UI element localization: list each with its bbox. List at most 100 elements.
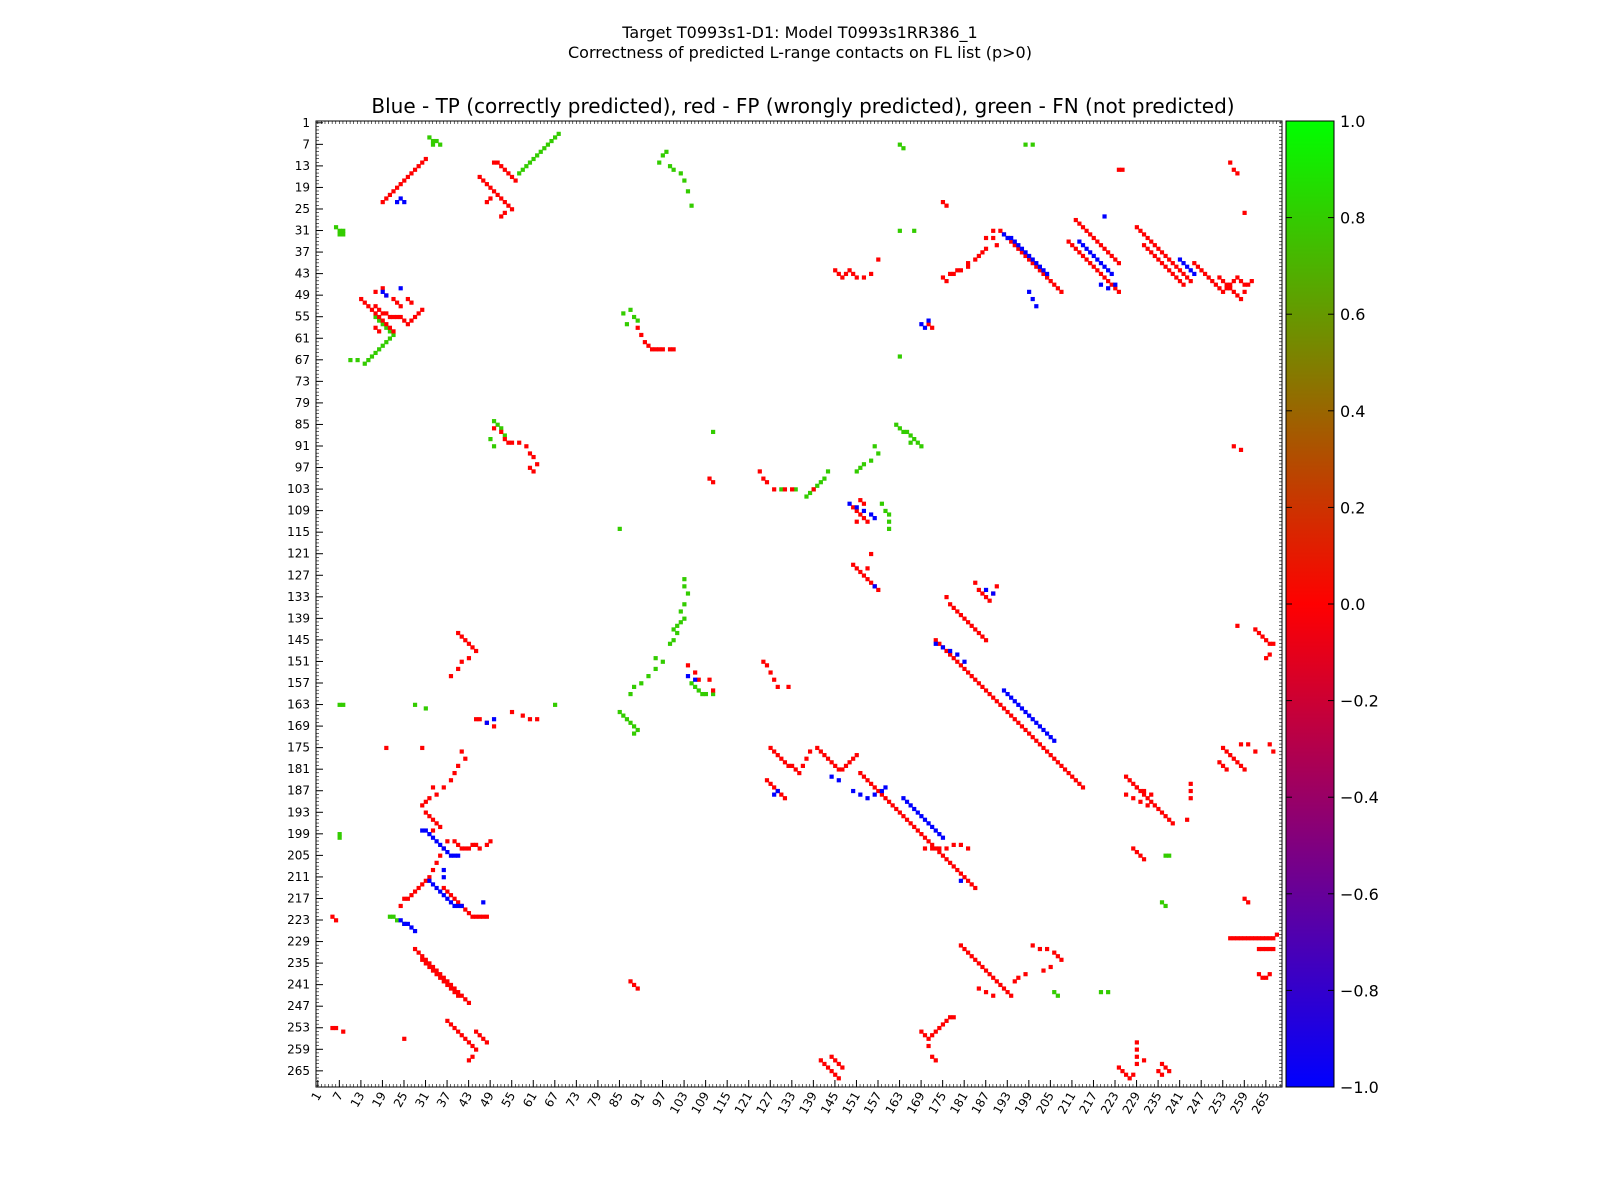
contact-cell-fn [879,501,884,506]
x-tick-label: 31 [412,1090,432,1110]
contact-cell-fp [922,1033,928,1038]
contact-cell-tp [1037,264,1042,269]
contact-cell-tp [420,828,425,833]
contact-group-fp-22 [373,304,425,327]
colorbar-tick-label: −1.0 [1340,1078,1379,1097]
contact-cell-fp [491,426,497,431]
contact-cell-tp [1181,261,1186,266]
contact-cell-fn [793,487,798,492]
contact-cell-fp [405,174,410,180]
contact-cell-fp [477,1033,482,1038]
contact-cell-fp [1264,936,1269,941]
contact-group-fp-62 [1131,781,1193,862]
contact-cell-fp [1134,849,1139,855]
contact-cell-fp [448,778,454,783]
x-tick-label: 157 [861,1090,885,1117]
contact-cell-fp [1070,243,1075,248]
contact-cell-fp [1246,936,1251,941]
contact-cell-fp [430,964,436,970]
x-tick-label: 1 [308,1090,324,1104]
contact-cell-fn [434,138,439,144]
contact-cell-fp [944,1018,949,1023]
contact-cell-fn [632,731,637,736]
contact-group-fp-35 [452,839,493,851]
contact-cell-tp [1012,699,1017,704]
colorbar-tick-label: −0.8 [1340,981,1379,1000]
contact-cell-fp [1145,803,1150,808]
contact-cell-fp [1253,936,1258,941]
contact-cell-fp [398,314,403,320]
contact-cell-fp [1030,943,1035,948]
contact-cell-fp [1235,171,1240,176]
contact-cell-fp [502,210,507,215]
contact-cell-fp [1048,279,1053,284]
contact-cell-fp [535,717,540,722]
contact-cell-fp [1134,1040,1139,1045]
contact-cell-tp [685,674,691,679]
contact-group-fp-67 [1256,946,1276,980]
contact-cell-fp [1044,749,1050,754]
contact-cell-fp [1073,217,1078,223]
contact-cell-fp [384,322,389,327]
contact-cell-fp [1023,253,1028,259]
contact-cell-fp [391,329,396,334]
contact-cell-fp [1174,275,1179,280]
contact-cell-tp [955,652,960,657]
contact-cell-fp [969,674,974,679]
y-tick-label: 79 [295,396,310,410]
contact-cell-fp [980,591,985,596]
contact-cell-fp [904,817,910,822]
figure-title-line-1: Target T0993s1-D1: Model T0993s1RR386_1 [622,23,978,42]
contact-cell-fp [930,1033,935,1038]
contact-cell-fp [983,990,989,995]
contact-cell-fp [998,702,1003,707]
contact-cell-fn [682,602,687,607]
contact-cell-fp [427,961,432,966]
contact-group-fp-48 [815,745,859,772]
contact-cell-fp [782,487,788,492]
x-tick-label: 91 [628,1090,648,1110]
contact-cell-fp [459,749,464,754]
contact-cell-fp [1113,257,1118,262]
contact-cell-tp [919,814,924,819]
contact-group-fn-14 [337,142,1035,840]
contact-cell-fp [1102,246,1107,251]
contact-cell-fp [987,972,992,977]
contact-cell-fp [991,993,996,998]
contact-cell-fp [693,670,698,675]
x-tick-label: 25 [391,1090,411,1110]
contact-cell-fp [1145,235,1150,241]
colorbar-tick-label: −0.2 [1340,692,1379,711]
x-tick-label: 205 [1033,1090,1057,1117]
contact-cell-tp [438,842,443,847]
contact-cell-tp [430,882,436,887]
contact-cell-fp [965,950,971,955]
contact-cell-fp [1116,261,1121,266]
contact-cell-fp [1220,745,1226,751]
contact-cell-fp [330,914,335,919]
contact-cell-tp [398,918,403,923]
contact-cell-fp [466,641,472,646]
y-tick-label: 181 [287,762,310,776]
y-tick-label: 205 [287,848,310,862]
contact-cell-fn [617,709,622,715]
contact-cell-fp [1260,634,1265,639]
contact-cell-fp [1041,271,1046,277]
contact-cell-fp [1141,857,1147,862]
contact-cell-fp [434,792,439,797]
axes-title: Blue - TP (correctly predicted), red - F… [371,94,1235,118]
contact-group-fn-6 [628,656,665,697]
contact-group-fp-65 [1253,627,1276,661]
contact-cell-fp [1106,250,1111,255]
contact-cell-fp [793,767,798,772]
contact-cell-tp [1041,727,1046,733]
contact-cell-fn [337,835,342,840]
contact-cell-fp [998,982,1003,988]
contact-cell-fp [1066,239,1071,244]
y-tick-label: 187 [287,784,310,798]
contact-group-fp-24 [373,286,414,309]
contact-cell-fp [466,1000,472,1005]
contact-cell-fp [491,189,497,194]
contact-group-fn-15 [488,419,507,449]
colorbar-tick-label: −0.4 [1340,788,1379,807]
